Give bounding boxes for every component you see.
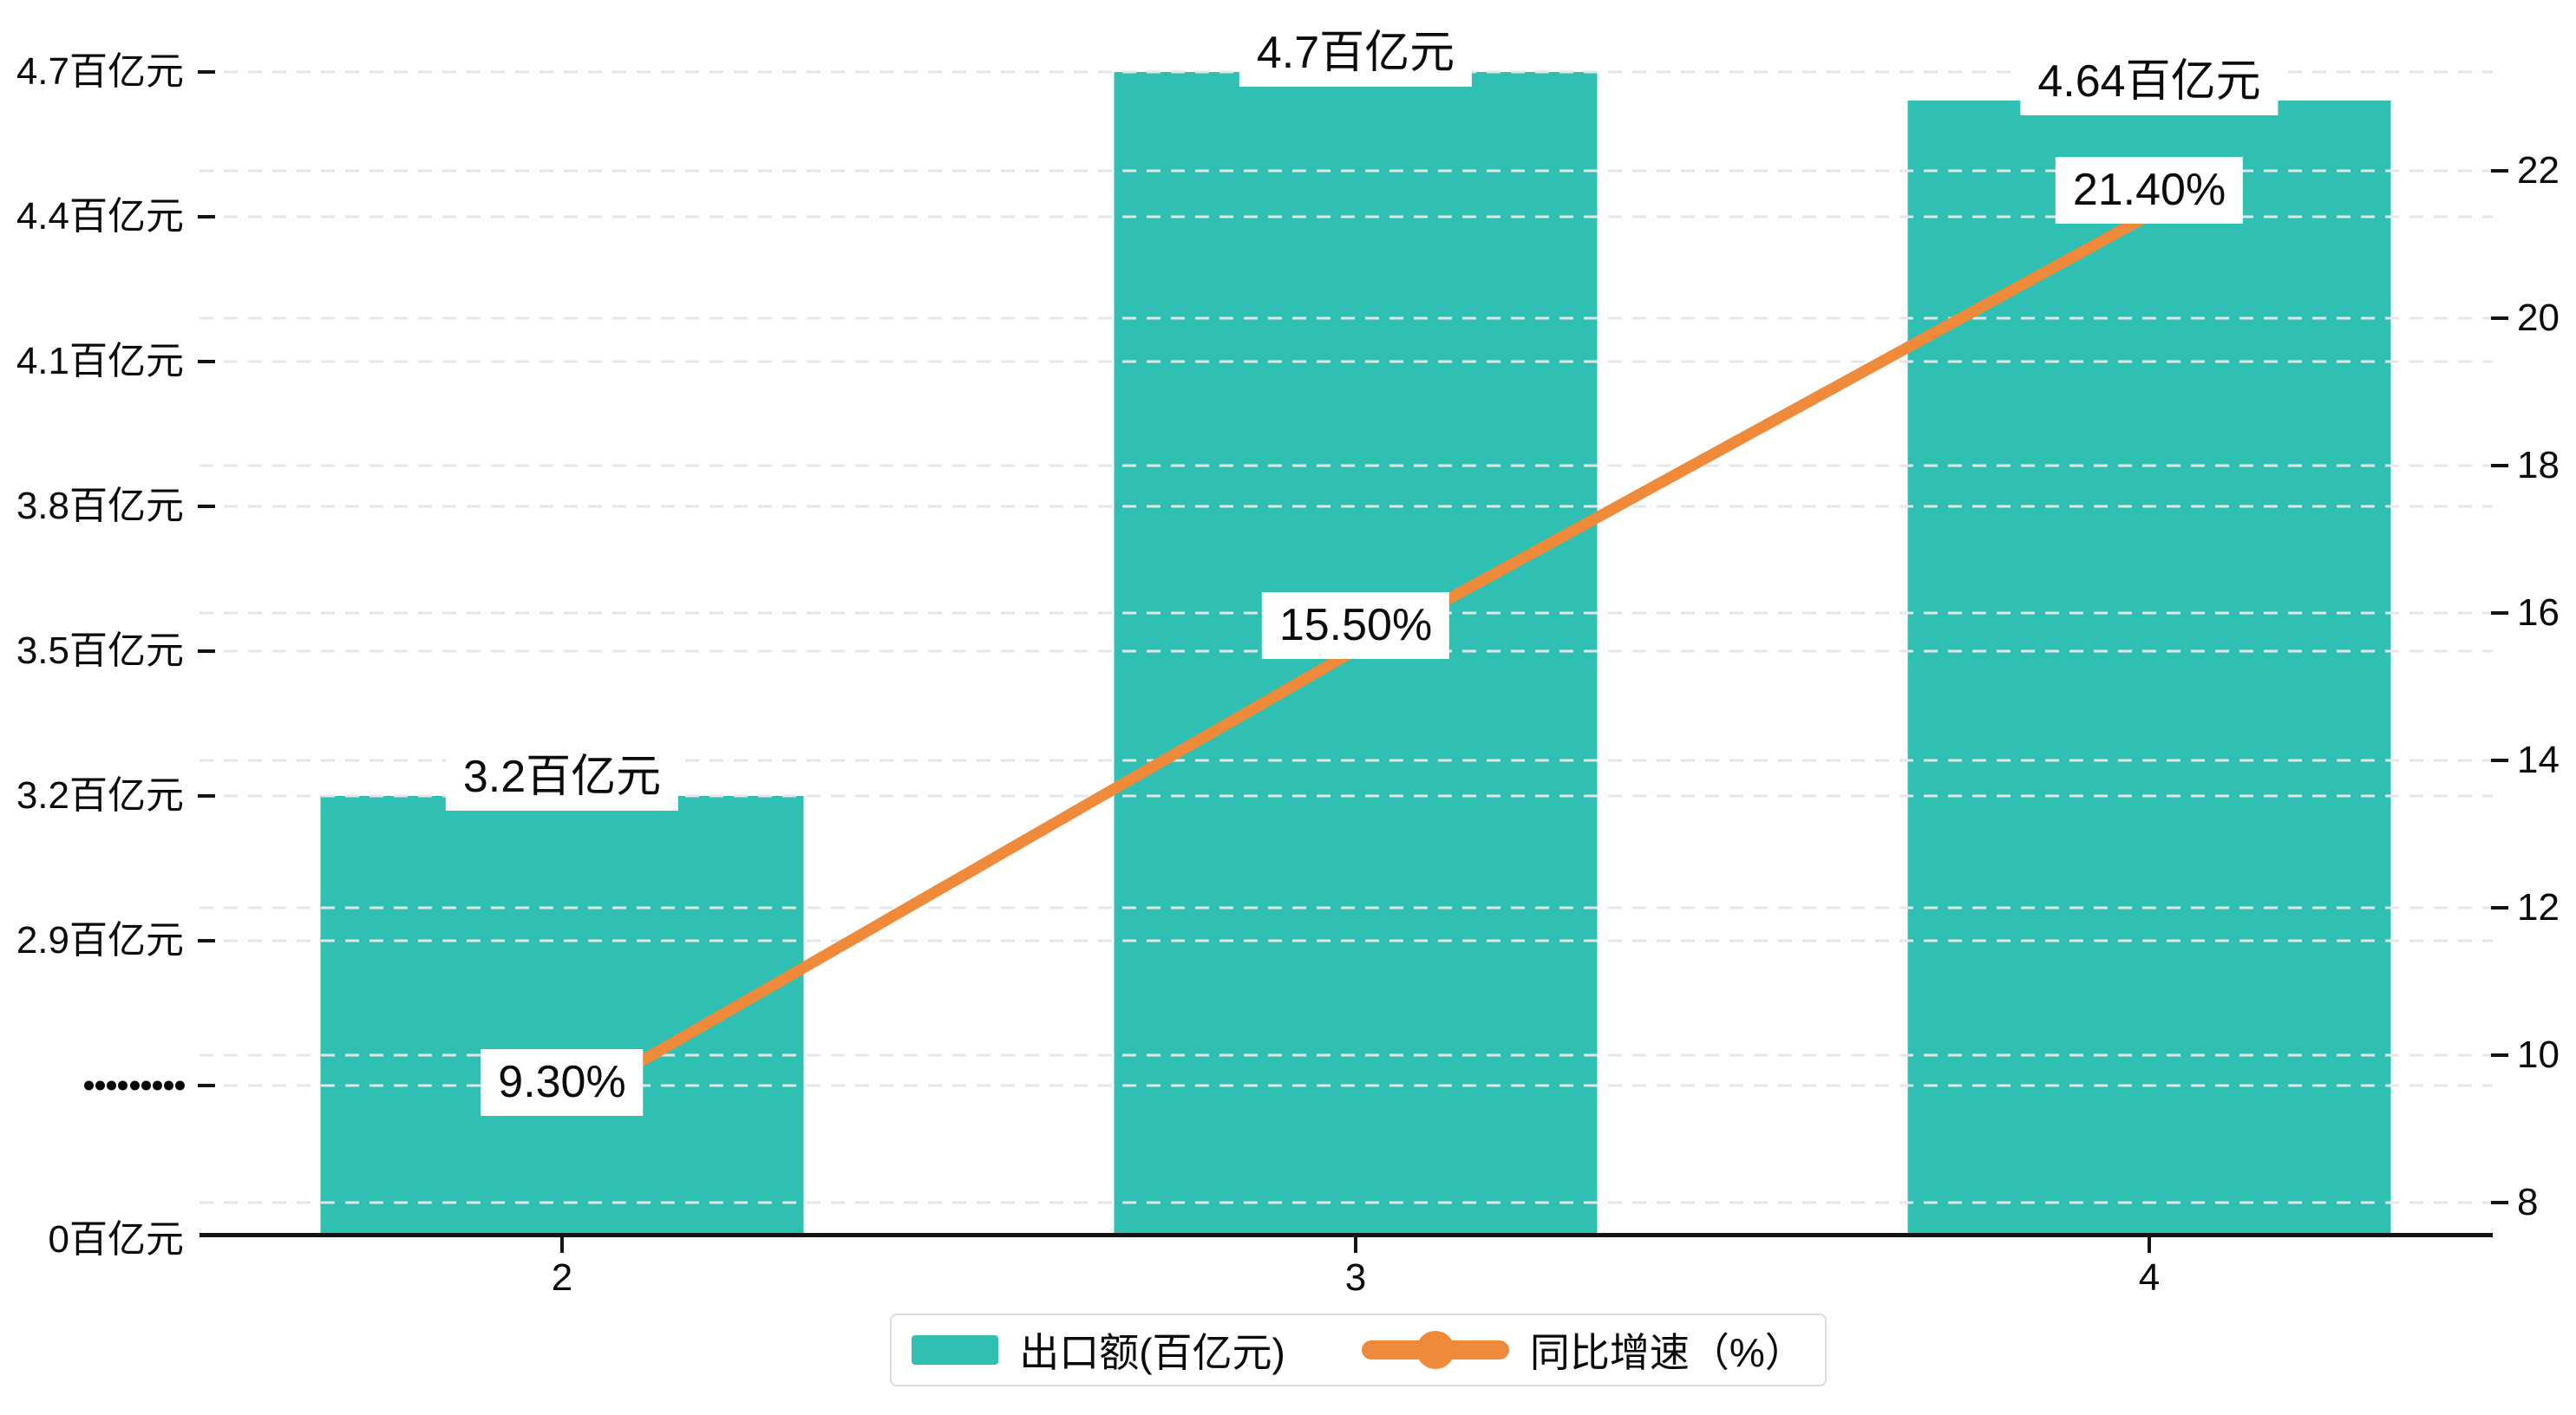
line-value-label: 21.40% — [2055, 157, 2244, 224]
left-axis-label: 3.8百亿元 — [16, 485, 184, 527]
right-axis-tick — [2491, 464, 2508, 467]
axis-break-dots — [84, 1080, 185, 1091]
left-axis-tick — [198, 215, 215, 218]
x-axis-label-2: 2 — [551, 1256, 573, 1299]
left-axis-label: 3.5百亿元 — [16, 629, 184, 672]
right-axis-label: 12 — [2517, 886, 2560, 929]
line-value-label: 9.30% — [481, 1048, 644, 1116]
left-axis-zero-label: 0百亿元 — [48, 1218, 184, 1261]
right-axis-tick — [2491, 759, 2508, 762]
bar-category-4[interactable] — [1907, 101, 2391, 1235]
line-value-label: 15.50% — [1261, 591, 1450, 659]
left-axis-tick — [198, 505, 215, 508]
legend-item-export[interactable]: 出口额(百亿元) — [912, 1321, 1285, 1379]
left-axis-tick — [198, 794, 215, 798]
x-axis-tick-3 — [1354, 1237, 1357, 1253]
left-axis-tick-break — [198, 1084, 215, 1087]
x-axis-tick-4 — [2148, 1237, 2151, 1253]
left-axis-label: 2.9百亿元 — [16, 919, 184, 962]
bar-value-label: 4.7百亿元 — [1239, 20, 1473, 87]
right-axis-label: 22 — [2517, 149, 2560, 192]
right-axis-label: 20 — [2517, 297, 2560, 339]
right-axis-tick — [2491, 1053, 2508, 1057]
right-axis-tick — [2491, 169, 2508, 173]
legend-item-growth[interactable]: 同比增速（%） — [1361, 1321, 1805, 1379]
legend-line-dot — [1415, 1331, 1455, 1369]
left-axis-tick — [198, 70, 215, 74]
x-axis-line — [199, 1233, 2493, 1237]
right-axis-label: 16 — [2517, 591, 2560, 634]
left-axis-tick — [198, 360, 215, 363]
right-axis-label: 8 — [2517, 1181, 2539, 1223]
bar-value-label: 3.2百亿元 — [445, 744, 679, 811]
left-axis-label: 4.1百亿元 — [16, 340, 184, 382]
left-axis-label: 3.2百亿元 — [16, 774, 184, 817]
right-axis-tick — [2491, 1201, 2508, 1204]
right-axis-tick — [2491, 316, 2508, 320]
legend-label-export: 出口额(百亿元) — [1019, 1330, 1285, 1375]
x-axis-tick-2 — [560, 1237, 564, 1253]
left-axis-tick — [198, 939, 215, 942]
x-axis-label-4: 4 — [2138, 1256, 2161, 1299]
left-axis-label: 4.4百亿元 — [16, 195, 184, 238]
left-axis-tick — [198, 649, 215, 653]
x-axis-label-3: 3 — [1344, 1256, 1367, 1299]
right-axis-label: 18 — [2517, 444, 2560, 486]
right-axis-tick — [2491, 906, 2508, 910]
legend-line-marker-icon — [1361, 1331, 1509, 1369]
right-axis-tick — [2491, 611, 2508, 615]
left-axis-label: 4.7百亿元 — [16, 50, 184, 93]
legend-label-growth: 同比增速（%） — [1529, 1330, 1805, 1375]
right-axis-label: 14 — [2517, 739, 2560, 781]
bar-value-label: 4.64百亿元 — [2020, 49, 2279, 116]
legend-bar-swatch-icon — [912, 1335, 999, 1365]
legend: 出口额(百亿元) 同比增速（%） — [890, 1314, 1827, 1386]
right-axis-label: 10 — [2517, 1034, 2560, 1076]
